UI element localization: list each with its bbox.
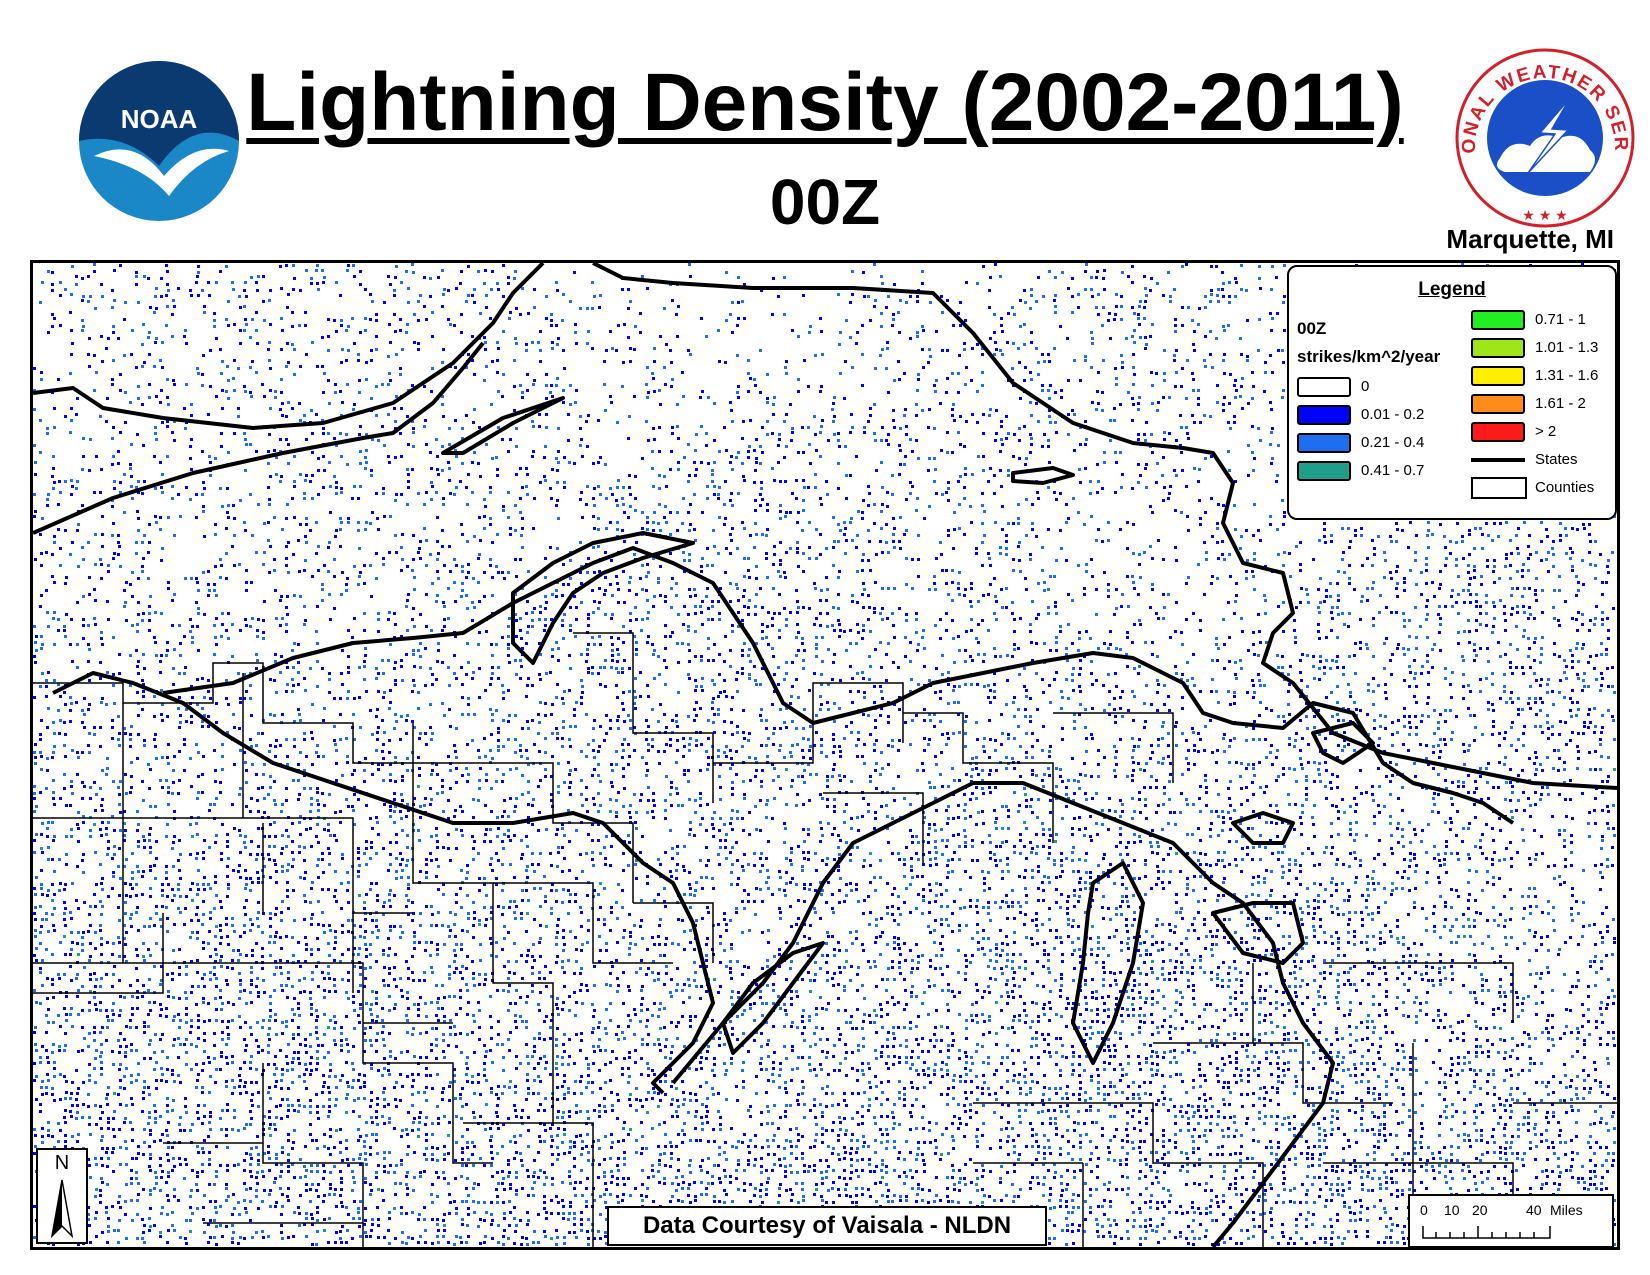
county-boundaries	[33, 632, 1617, 1247]
legend-swatch	[1471, 310, 1525, 330]
map-header: NOAA Lightning Density (2002-2011) 00Z N…	[30, 30, 1635, 263]
legend-label: 0.21 - 0.4	[1361, 434, 1425, 451]
scale-tick: 10	[1444, 1202, 1460, 1218]
legend-time: 00Z	[1297, 319, 1327, 338]
map-canvas	[33, 263, 1617, 1247]
nws-logo-icon: NATIONAL WEATHER SERVICE ★ ★ ★	[1450, 38, 1635, 228]
legend-label: 0.01 - 0.2	[1361, 406, 1425, 423]
legend-title: Legend	[1418, 279, 1486, 300]
legend-states-line	[1471, 458, 1525, 462]
scale-tick: 40	[1526, 1202, 1542, 1218]
page-title: Lightning Density (2002-2011)	[246, 57, 1404, 148]
legend-swatch	[1471, 422, 1525, 442]
legend-label: 1.01 - 1.3	[1535, 339, 1599, 356]
legend-swatch	[1297, 405, 1351, 425]
page-subtitle: 00Z	[769, 166, 881, 238]
legend-label: 1.61 - 2	[1535, 395, 1586, 412]
scale-tick: 0	[1420, 1202, 1428, 1218]
scale-ruler	[1422, 1226, 1551, 1239]
legend-swatch	[1471, 394, 1525, 414]
legend-swatch	[1471, 366, 1525, 386]
noaa-logo-icon: NOAA	[79, 61, 239, 221]
scale-bar: 0 10 20 40 Miles	[1408, 1194, 1614, 1248]
legend-swatch	[1297, 461, 1351, 481]
legend-label: 1.31 - 1.6	[1535, 367, 1599, 384]
legend-label: 0	[1361, 378, 1370, 395]
legend-swatch	[1297, 433, 1351, 453]
data-credit: Data Courtesy of Vaisala - NLDN	[607, 1206, 1047, 1246]
map-legend: Legend 00Z strikes/km^2/year 0 0.01 - 0.…	[1287, 265, 1617, 520]
legend-swatch	[1471, 338, 1525, 358]
north-arrow: N	[36, 1148, 88, 1244]
north-arrow-icon	[50, 1179, 74, 1239]
legend-label: > 2	[1535, 423, 1557, 440]
legend-label: 0.71 - 1	[1535, 311, 1586, 328]
office-label: Marquette, MI	[1446, 224, 1614, 254]
density-dots	[33, 263, 1616, 1246]
legend-label: 0.41 - 0.7	[1361, 462, 1425, 479]
scale-unit: Miles	[1550, 1202, 1583, 1218]
legend-units: strikes/km^2/year	[1297, 347, 1441, 366]
scale-tick: 20	[1472, 1202, 1488, 1218]
state-and-shoreline-boundaries	[33, 263, 1617, 1247]
north-label: N	[54, 1152, 70, 1174]
legend-swatch	[1297, 377, 1351, 397]
legend-counties-swatch	[1471, 477, 1527, 499]
legend-counties-label: Counties	[1535, 479, 1595, 496]
legend-states-label: States	[1535, 451, 1578, 468]
